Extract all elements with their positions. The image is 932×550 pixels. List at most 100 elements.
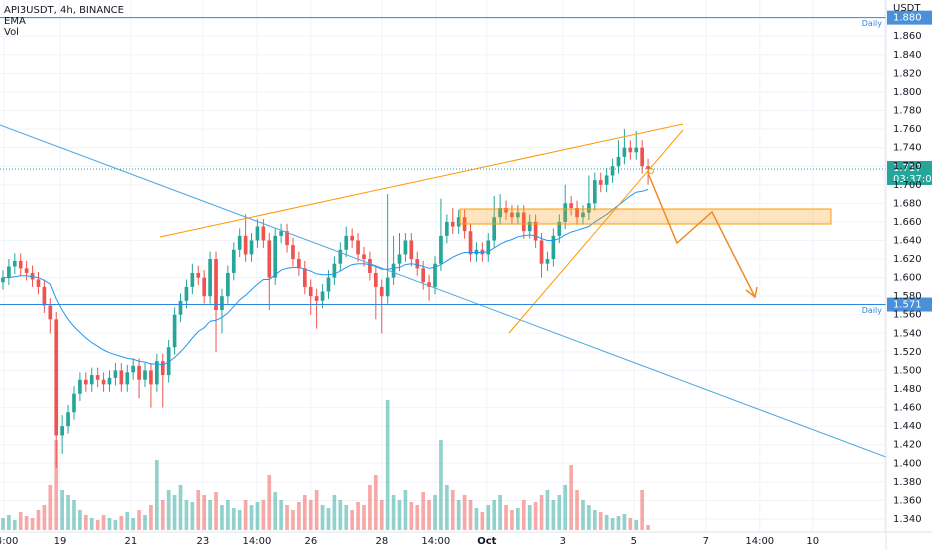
volume-bar [397, 500, 402, 530]
volume-bar [498, 495, 502, 530]
candle-body [285, 231, 289, 246]
volume-bar [231, 508, 236, 530]
y-tick-label: 1.740 [893, 143, 922, 154]
candle-body [48, 305, 53, 320]
volume-bar [72, 500, 76, 530]
candle-body [131, 365, 136, 373]
volume-bar [237, 510, 242, 530]
candle-body [516, 212, 520, 218]
candle-body [149, 370, 153, 385]
y-tick-label: 1.800 [893, 87, 922, 98]
volume-bar [261, 500, 266, 530]
candle-body [368, 259, 372, 273]
volume-bar [545, 490, 550, 530]
candle-body [78, 379, 82, 394]
x-tick-label: 14:00 [745, 536, 774, 547]
volume-bar [255, 502, 260, 530]
drawings [0, 123, 886, 458]
volume-bar [297, 502, 301, 530]
candle-body [89, 375, 94, 385]
candle-body [36, 279, 41, 287]
candle-body [273, 235, 278, 278]
volume-bar [379, 500, 384, 530]
y-tick-label: 1.820 [893, 68, 922, 79]
candle-body [308, 286, 313, 297]
y-tick-label: 1.700 [893, 180, 922, 191]
volume-bar [54, 440, 59, 530]
candle-body [604, 175, 609, 185]
volume-bar [350, 510, 354, 530]
candle-body [646, 166, 650, 169]
level-name: Daily [862, 306, 883, 315]
volume-bar [178, 485, 183, 530]
y-tick-label: 1.780 [893, 105, 922, 116]
volume-bar [551, 500, 556, 530]
volume-bar [220, 505, 224, 530]
volume-bar [628, 518, 633, 530]
candle-body [166, 347, 171, 376]
legend-volume: Vol [4, 27, 19, 38]
candle-body [279, 231, 283, 236]
volume-bar [332, 495, 337, 530]
volume-bar [427, 500, 431, 530]
x-tick-label: Oct [477, 536, 496, 547]
volume-bar [172, 495, 177, 530]
candle-body [397, 254, 402, 264]
x-tick-label: 10 [806, 536, 819, 547]
candle-body [12, 260, 17, 267]
volume-bar [527, 505, 532, 530]
candle-body [332, 263, 337, 278]
candle-body [101, 379, 106, 385]
volume-bar [616, 516, 621, 530]
candle-body [521, 212, 526, 232]
candle-body [616, 156, 621, 167]
volume-bar [581, 500, 585, 530]
candle-body [226, 272, 230, 297]
candle-body [575, 207, 579, 218]
countdown: 03:37:08 [893, 174, 932, 185]
y-tick-label: 1.480 [893, 384, 922, 395]
volume-bar [285, 505, 289, 530]
candle-body [379, 286, 384, 297]
candle-body [190, 272, 195, 287]
candle-body [160, 361, 165, 376]
volume-bar [516, 508, 520, 530]
candle-body [551, 235, 556, 260]
y-tick-label: 1.420 [893, 440, 922, 451]
y-tick-label: 1.520 [893, 347, 922, 358]
last-price-tag [887, 160, 932, 185]
volume-bar [433, 495, 437, 530]
candle-body [107, 377, 112, 385]
candle-body [24, 268, 29, 273]
volume-bar [42, 505, 47, 530]
y-tick-label: 1.760 [893, 124, 922, 135]
volume-bar [622, 514, 627, 530]
volume-bar [308, 500, 313, 530]
candle-body [421, 268, 426, 283]
y-tick-label: 1.860 [893, 31, 922, 42]
candle-body [326, 277, 331, 292]
candle-body [563, 203, 568, 222]
volume-bar [486, 505, 491, 530]
volume-bar [249, 505, 254, 530]
candle-body [533, 221, 538, 241]
candle-body [433, 263, 437, 287]
x-tick-label: 7 [703, 536, 709, 547]
candle-body [125, 372, 130, 385]
level-tag [887, 297, 932, 312]
candle-body [83, 379, 88, 385]
trend-line [0, 124, 886, 458]
volume-bar [48, 485, 53, 530]
volume-bar [160, 500, 165, 530]
volume-bar [302, 495, 307, 530]
volume-bar [78, 510, 82, 530]
candle-body [510, 212, 514, 218]
candle-body [628, 147, 633, 153]
candle-body [498, 207, 502, 218]
volume-bar [575, 490, 579, 530]
volume-bar [30, 518, 35, 530]
candle-body [385, 277, 390, 297]
volume-bar [587, 505, 591, 530]
x-tick-label: 3 [560, 536, 566, 547]
